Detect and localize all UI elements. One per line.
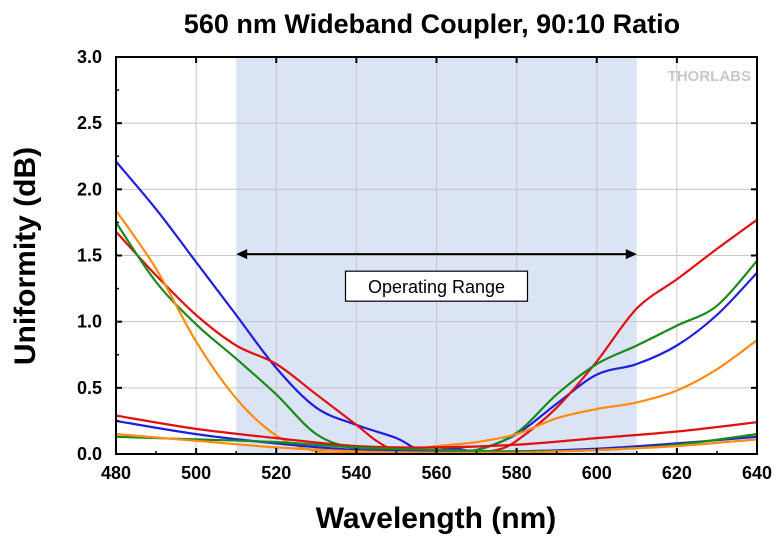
grid-layer [115,56,758,455]
x-tick-label-4: 560 [421,463,451,483]
y-tick-label-5: 2.5 [77,113,102,133]
x-tick-label-5: 580 [502,463,532,483]
series-line-4 [115,414,758,449]
thorlabs-logo: THORLABS [668,68,751,85]
y-tick-label-3: 1.5 [77,246,102,266]
y-tick-label-2: 1.0 [77,312,102,332]
y-tick-label-0: 0.0 [77,444,102,464]
x-tick-label-2: 520 [261,463,291,483]
x-tick-label-6: 600 [582,463,612,483]
x-tick-label-3: 540 [341,463,371,483]
tick-layer: 480 500 520 540 560 580 600 620 640 0.0 0.5 1.0 1.5 2… [77,47,772,483]
operating-range-label: Operating Range [368,277,505,297]
y-tick-label-4: 2.0 [77,179,102,199]
y-tick-label-6: 3.0 [77,47,102,67]
x-tick-label-1: 500 [181,463,211,483]
x-axis-label: Wavelength (nm) [316,502,557,535]
y-tick-label-1: 0.5 [77,378,102,398]
logo-layer: THORLABS [668,68,751,85]
y-axis-label: Uniformity (dB) [9,147,42,365]
operating-range-arrow-left-head [236,249,248,260]
operating-range-label-box [344,270,529,302]
x-tick-label-7: 620 [662,463,692,483]
operating-range-arrow-right-head [625,249,637,260]
x-tick-label-0: 480 [101,463,131,483]
x-tick-label-8: 640 [742,463,772,483]
chart-title: 560 nm Wideband Coupler, 90:10 Ratio [184,9,680,39]
annotation-layer: Operating Range [236,249,637,302]
